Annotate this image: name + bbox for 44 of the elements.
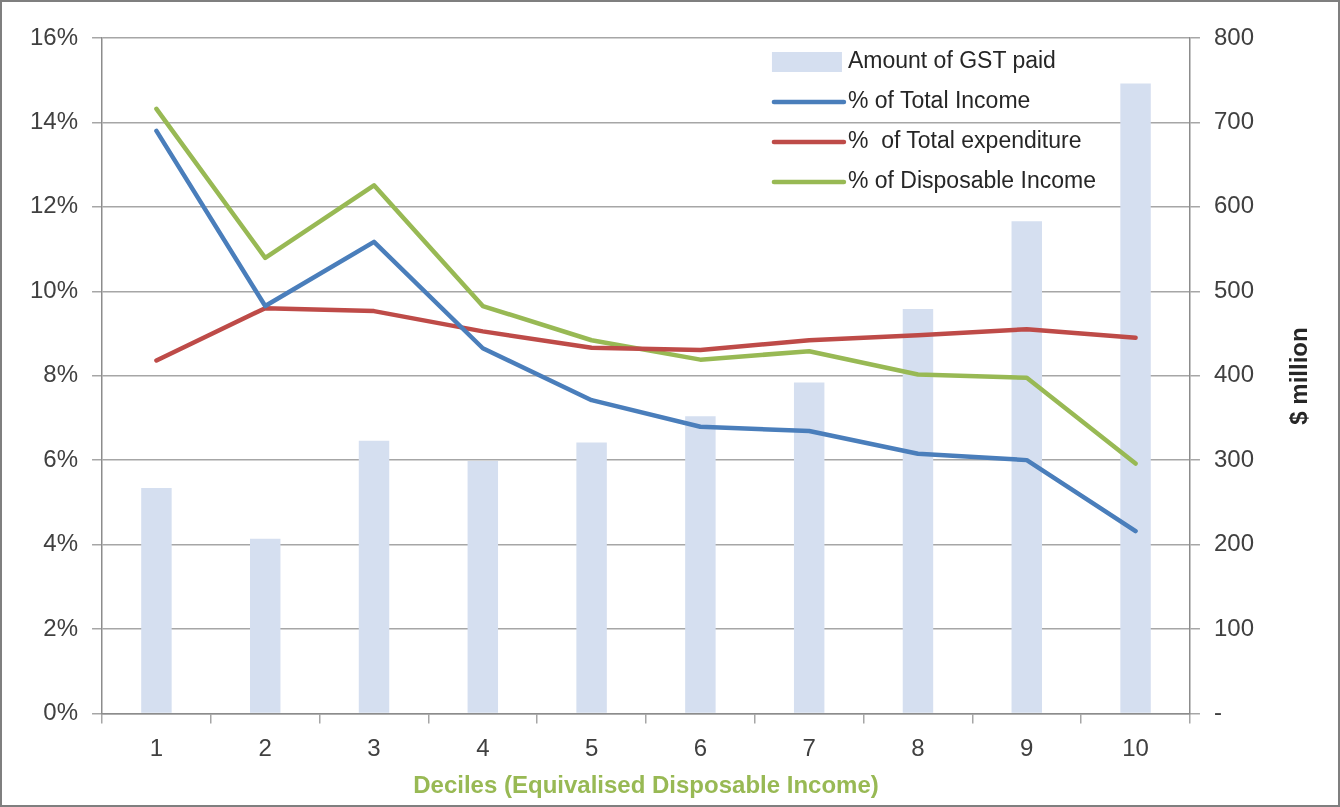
y2-tick-label: -	[1213, 698, 1222, 726]
bar	[685, 416, 716, 713]
x-tick-label: 10	[1122, 734, 1149, 762]
legend-label: Amount of GST paid	[847, 47, 1056, 74]
bar	[141, 487, 172, 713]
y-tick-label: 16%	[29, 22, 79, 50]
x-tick-label: 7	[802, 734, 816, 762]
bar	[358, 440, 390, 713]
y2-tick-label: 800	[1213, 22, 1254, 50]
x-tick-label: 8	[911, 734, 925, 762]
x-tick-label: 1	[149, 734, 164, 762]
y-tick-label: 4%	[43, 529, 79, 557]
x-tick-label: 4	[476, 734, 490, 762]
bar	[1011, 221, 1042, 713]
x-tick-label: 9	[1020, 734, 1034, 762]
y-tick-label: 8%	[43, 360, 79, 388]
x-tick-label: 2	[258, 734, 272, 762]
y-tick-label: 0%	[43, 698, 79, 726]
y2-tick-label: 500	[1213, 275, 1254, 303]
y2-tick-label: 700	[1213, 107, 1254, 135]
y2-tick-label: 300	[1213, 444, 1254, 472]
y-tick-label: 10%	[29, 275, 79, 303]
y2-tick-label: 200	[1213, 529, 1254, 557]
y-tick-label: 14%	[29, 107, 79, 135]
bar	[576, 442, 607, 713]
legend-label: % of Total Income	[847, 87, 1031, 114]
legend-label: % of Disposable Income	[847, 167, 1096, 194]
y-tick-label: 6%	[43, 444, 79, 472]
legend-label: % of Total expenditure	[847, 127, 1082, 154]
bar	[793, 382, 825, 713]
x-tick-label: 6	[693, 734, 708, 762]
y-tick-label: 12%	[29, 191, 79, 219]
x-tick-label: 5	[584, 734, 599, 762]
bar	[902, 309, 934, 713]
y2-tick-label: 100	[1213, 613, 1254, 641]
y-tick-label: 2%	[43, 613, 79, 641]
y2-tick-label: 400	[1213, 360, 1254, 388]
x-tick-label: 3	[367, 734, 381, 762]
bar	[249, 538, 281, 713]
bar	[467, 460, 499, 713]
bar	[1120, 83, 1151, 713]
x-axis-title: Deciles (Equivalised Disposable Income)	[413, 771, 879, 799]
y2-tick-label: 600	[1213, 191, 1254, 219]
y2-axis-title: $ million	[1284, 327, 1313, 425]
